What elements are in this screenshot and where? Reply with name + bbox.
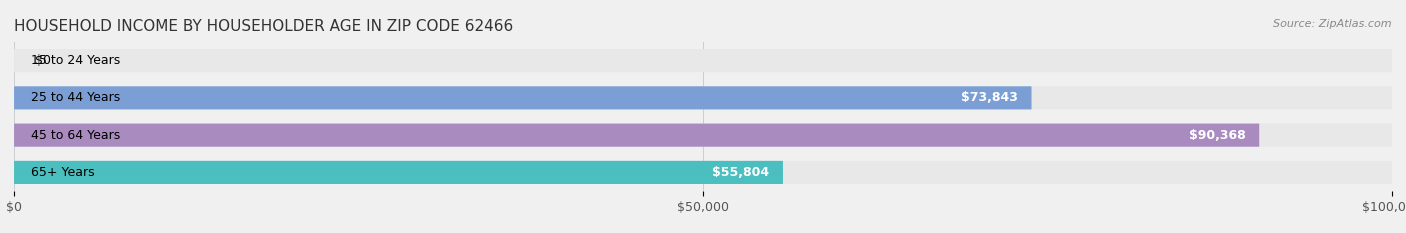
Text: HOUSEHOLD INCOME BY HOUSEHOLDER AGE IN ZIP CODE 62466: HOUSEHOLD INCOME BY HOUSEHOLDER AGE IN Z…: [14, 19, 513, 34]
Text: 45 to 64 Years: 45 to 64 Years: [31, 129, 120, 142]
Text: 15 to 24 Years: 15 to 24 Years: [31, 54, 120, 67]
Text: $73,843: $73,843: [960, 91, 1018, 104]
FancyBboxPatch shape: [14, 123, 1392, 147]
Text: $0: $0: [35, 54, 51, 67]
Text: $55,804: $55,804: [711, 166, 769, 179]
FancyBboxPatch shape: [14, 123, 1260, 147]
FancyBboxPatch shape: [14, 86, 1032, 110]
Text: Source: ZipAtlas.com: Source: ZipAtlas.com: [1274, 19, 1392, 29]
FancyBboxPatch shape: [14, 49, 1392, 72]
Text: $90,368: $90,368: [1188, 129, 1246, 142]
Text: 25 to 44 Years: 25 to 44 Years: [31, 91, 120, 104]
FancyBboxPatch shape: [14, 161, 1392, 184]
Text: 65+ Years: 65+ Years: [31, 166, 94, 179]
FancyBboxPatch shape: [14, 161, 783, 184]
FancyBboxPatch shape: [14, 86, 1392, 110]
